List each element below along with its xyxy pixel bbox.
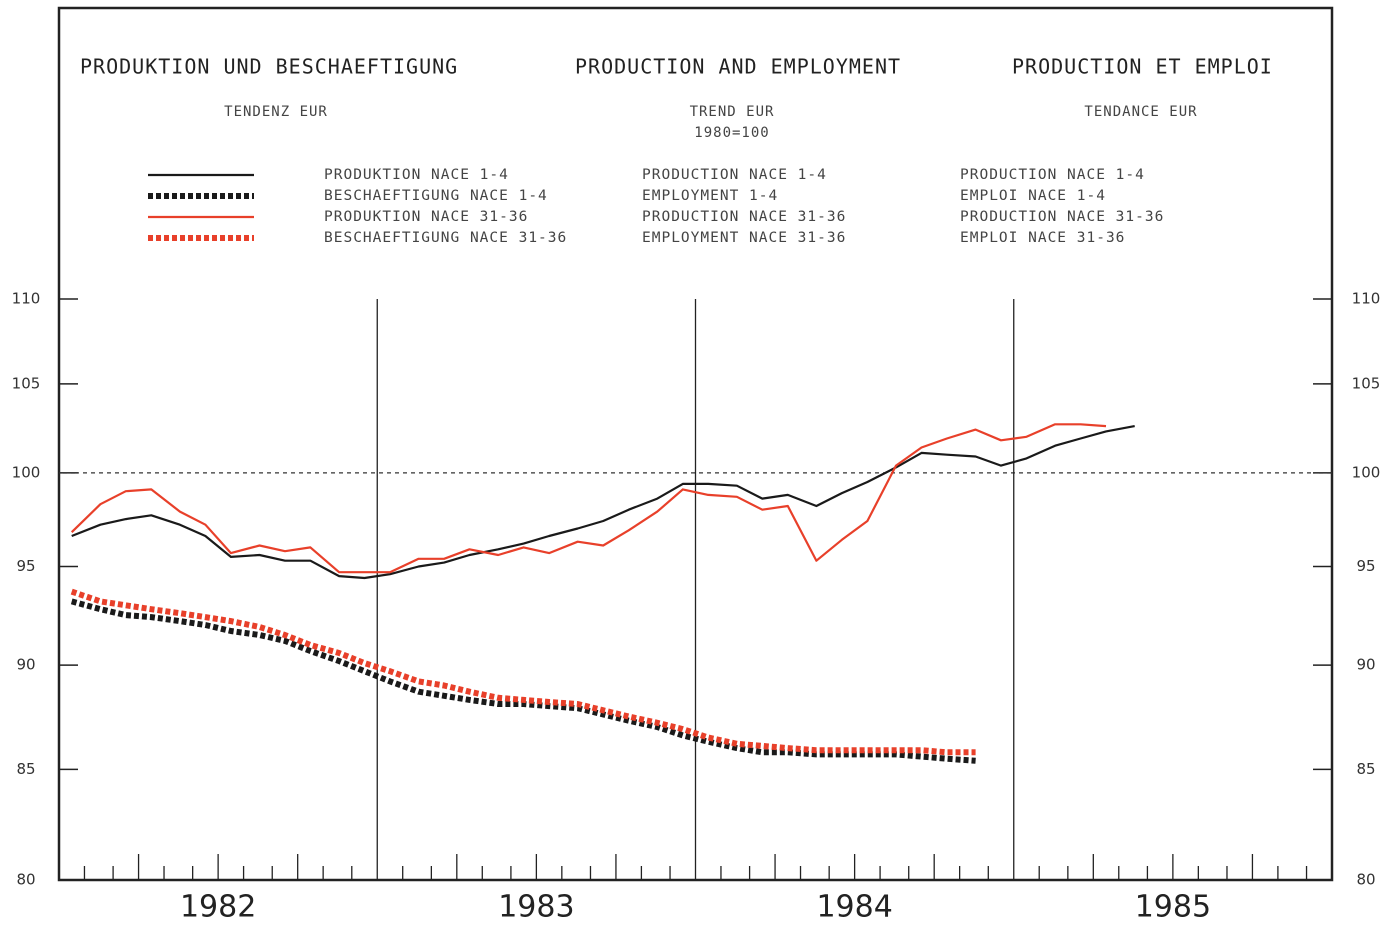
y-tick-label: 90 [16,656,35,674]
legend-label-de: PRODUKTION NACE 1-4 [324,167,509,183]
y2-tick-label: 110 [1352,290,1381,308]
x-tick-label: 1982 [180,890,256,925]
legend-label-fr: PRODUCTION NACE 1-4 [960,167,1145,183]
legend-label-fr: EMPLOI NACE 31-36 [960,230,1125,246]
y2-tick-label: 80 [1356,871,1375,889]
x-tick-label: 1983 [498,890,574,925]
y2-tick-label: 90 [1356,656,1375,674]
legend-label-fr: PRODUCTION NACE 31-36 [960,209,1164,225]
y2-tick-label: 100 [1352,463,1381,481]
legend-label-de: PRODUKTION NACE 31-36 [324,209,528,225]
y2-tick-label: 105 [1352,374,1381,392]
subtitle-en: TREND EUR [690,104,775,120]
series-line [70,598,976,764]
y-tick-label: 85 [16,760,35,778]
y2-tick-label: 95 [1356,557,1375,575]
y-tick-label: 110 [12,290,41,308]
y-tick-label: 95 [16,557,35,575]
legend-label-en: EMPLOYMENT NACE 31-36 [642,230,846,246]
legend-label-en: EMPLOYMENT 1-4 [642,188,778,204]
x-tick-label: 1985 [1135,890,1211,925]
legend-label-de: BESCHAEFTIGUNG NACE 31-36 [324,230,567,246]
legend-label-en: PRODUCTION NACE 31-36 [642,209,846,225]
y2-tick-label: 85 [1356,760,1375,778]
title-fr: PRODUCTION ET EMPLOI [1012,55,1273,79]
subtitle-fr: TENDANCE EUR [1084,104,1197,120]
series-line [70,588,976,756]
y-tick-label: 80 [16,871,35,889]
subtitle-de: TENDENZ EUR [224,104,328,120]
x-tick-label: 1984 [816,890,892,925]
legend-label-en: PRODUCTION NACE 1-4 [642,167,827,183]
series-line [71,425,1135,580]
y-tick-label: 105 [12,374,41,392]
y-tick-label: 100 [12,463,41,481]
legend-label-de: BESCHAEFTIGUNG NACE 1-4 [324,188,548,204]
base-note: 1980=100 [694,125,769,141]
title-en: PRODUCTION AND EMPLOYMENT [575,55,901,79]
series-line [70,423,1107,574]
legend-label-fr: EMPLOI NACE 1-4 [960,188,1106,204]
title-de: PRODUKTION UND BESCHAEFTIGUNG [80,55,458,79]
